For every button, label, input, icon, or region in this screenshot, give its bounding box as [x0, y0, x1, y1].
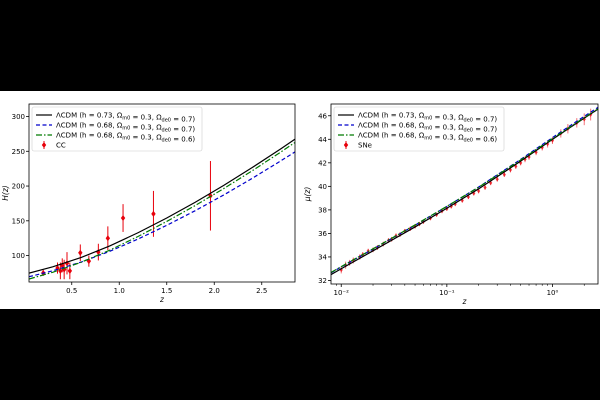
data-point-45 — [582, 117, 586, 122]
model-line-0 — [29, 138, 295, 274]
x-tick-label-0: 0.5 — [66, 287, 77, 295]
data-point-4 — [61, 266, 67, 273]
legend-label-1: ΛCDM (h = 0.68, Ωm0 = 0.3, Ωde0 = 0.7) — [358, 122, 497, 134]
figure: 100 150 200 250 300 0.5 1.0 1.5 2.0 2.5 z H(z) ΛCDM … — [0, 91, 600, 309]
axes-frame — [330, 103, 599, 285]
y-tick-label-1: 150 — [12, 217, 25, 225]
model-line-2 — [331, 108, 598, 273]
figure-svg: 100 150 200 250 300 0.5 1.0 1.5 2.0 2.5 z H(z) ΛCDM … — [1, 103, 599, 306]
y-tick-label-6: 44 — [318, 136, 327, 144]
data-point-13 — [398, 232, 402, 237]
y-tick-label-3: 250 — [12, 148, 25, 156]
data-point-12 — [151, 210, 156, 217]
data-point-2 — [58, 267, 63, 274]
x-axis-label: z — [462, 297, 468, 306]
x-tick-label-1: 10⁻¹ — [439, 289, 455, 297]
y-axis-label: H(z) — [1, 185, 10, 201]
data-point-38 — [534, 149, 538, 155]
data-point-8 — [375, 245, 379, 250]
x-tick-label-3: 2.0 — [209, 287, 220, 295]
x-tick-label-0: 10⁻² — [334, 289, 350, 297]
data-point-30 — [489, 180, 493, 186]
y-tick-label-7: 46 — [318, 112, 327, 120]
x-tick-label-2: 10⁰ — [547, 289, 559, 297]
data-point-32 — [502, 172, 506, 177]
legend-marker-3 — [343, 142, 349, 148]
data-point-1 — [344, 262, 348, 268]
data-point-8 — [86, 258, 92, 265]
legend-label-2: ΛCDM (h = 0.68, Ωm0 = 0.3, Ωde0 = 0.6) — [56, 132, 195, 144]
model-line-2 — [29, 141, 295, 280]
legend-label-1: ΛCDM (h = 0.68, Ωm0 = 0.3, Ωde0 = 0.7) — [56, 122, 195, 134]
axes-frame — [28, 103, 296, 283]
data-point-31 — [495, 177, 499, 182]
legend-marker-3 — [41, 142, 47, 148]
legend-label-0: ΛCDM (h = 0.73, Ωm0 = 0.3, Ωde0 = 0.7) — [56, 112, 195, 124]
plot-area — [29, 138, 295, 280]
legend-label-3: CC — [56, 142, 66, 150]
legend-label-3: SNe — [358, 142, 372, 150]
data-point-1 — [55, 265, 60, 272]
y-axis-label: μ(z) — [303, 187, 312, 203]
y-tick-label-2: 36 — [318, 230, 327, 238]
data-point-5 — [64, 260, 70, 267]
y-tick-label-0: 100 — [12, 252, 25, 260]
legend-label-2: ΛCDM (h = 0.68, Ωm0 = 0.3, Ωde0 = 0.6) — [358, 132, 497, 144]
data-point-9 — [96, 249, 101, 256]
data-point-7 — [78, 249, 83, 256]
data-point-40 — [546, 141, 550, 147]
data-point-6 — [67, 267, 73, 274]
x-tick-label-2: 1.5 — [161, 287, 172, 295]
model-line-0 — [331, 108, 598, 276]
hubble-parameter-panel: 100 150 200 250 300 0.5 1.0 1.5 2.0 2.5 z H(z) ΛCDM … — [1, 103, 296, 304]
legend-box — [31, 106, 203, 152]
x-axis-label: z — [159, 295, 165, 304]
plot-area — [331, 106, 598, 276]
distance-modulus-panel: 32 34 36 38 40 42 44 46 10⁻² 10⁻¹ 10⁰ z μ(z) ΛCDM (h … — [303, 103, 599, 306]
x-tick-label-4: 2.5 — [256, 287, 267, 295]
data-point-33 — [508, 167, 513, 173]
y-tick-label-0: 32 — [318, 277, 327, 285]
data-point-29 — [483, 185, 487, 190]
legend-box — [333, 106, 505, 152]
data-point-11 — [390, 237, 394, 242]
y-tick-label-4: 40 — [318, 183, 327, 191]
model-line-1 — [29, 151, 295, 278]
data-point-24 — [453, 201, 457, 207]
data-point-10 — [105, 235, 111, 242]
y-tick-label-2: 200 — [12, 183, 25, 191]
y-tick-label-4: 300 — [12, 113, 25, 121]
y-tick-label-1: 34 — [318, 253, 327, 261]
data-point-3 — [60, 262, 65, 269]
legend-label-0: ΛCDM (h = 0.73, Ωm0 = 0.3, Ωde0 = 0.7) — [358, 112, 497, 124]
data-point-37 — [527, 154, 531, 160]
x-tick-label-1: 1.0 — [114, 287, 125, 295]
data-point-27 — [472, 191, 476, 196]
y-tick-label-5: 42 — [318, 159, 327, 167]
y-tick-label-3: 38 — [318, 206, 327, 214]
